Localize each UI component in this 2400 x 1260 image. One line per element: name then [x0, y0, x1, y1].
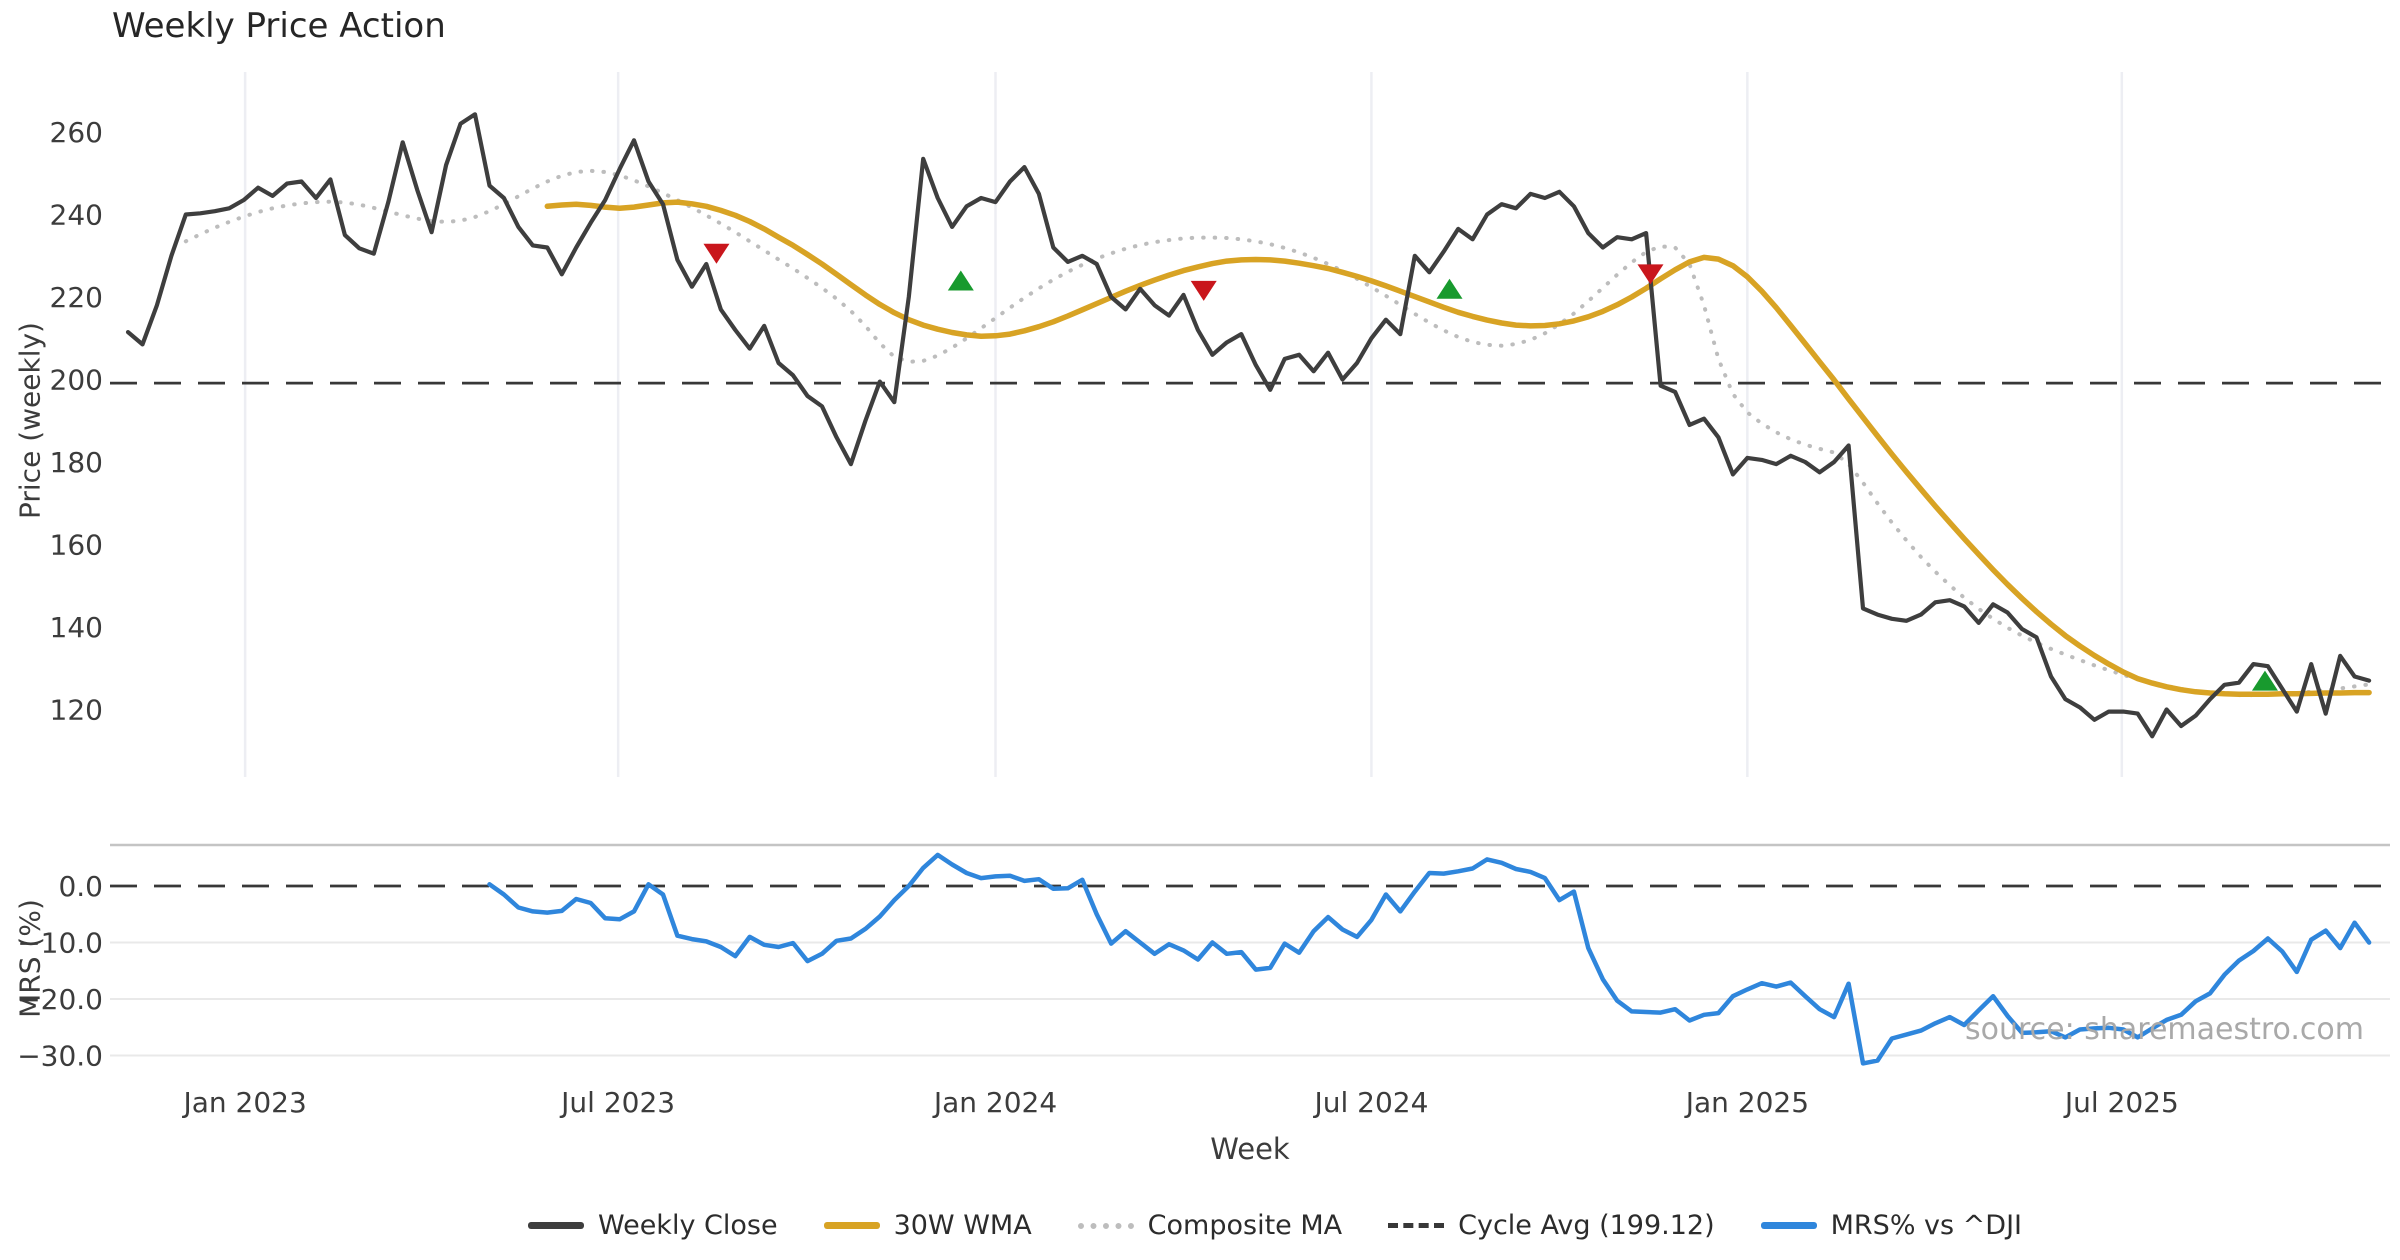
- legend-swatch: [1760, 1222, 1817, 1229]
- price-y-tick-label: 240: [50, 199, 103, 232]
- chart-title: Weekly Price Action: [112, 6, 446, 46]
- watermark: source: sharemaestro.com: [1965, 1012, 2364, 1047]
- legend-label: 30W WMA: [893, 1210, 1032, 1241]
- legend-item-weekly-close: Weekly Close: [527, 1210, 778, 1241]
- x-tick-label: Jan 2024: [932, 1086, 1057, 1119]
- price-y-tick-label: 160: [50, 529, 103, 562]
- x-tick-label: Jul 2025: [2063, 1086, 2179, 1119]
- legend-swatch: [1077, 1222, 1134, 1229]
- legend-label: Weekly Close: [597, 1210, 778, 1241]
- buy-marker: [947, 270, 974, 291]
- price-y-tick-label: 180: [50, 446, 103, 479]
- mrs-y-tick-label: −30.0: [17, 1040, 103, 1073]
- x-tick-label: Jan 2025: [1684, 1086, 1809, 1119]
- price-y-tick-label: 260: [50, 116, 103, 149]
- mrs-line: [487, 852, 2372, 1066]
- x-tick-label: Jul 2024: [1312, 1086, 1428, 1119]
- price-y-tick-label: 220: [50, 281, 103, 314]
- price-y-tick-label: 140: [50, 611, 103, 644]
- legend-swatch: [1388, 1223, 1445, 1228]
- sell-marker: [1637, 264, 1664, 285]
- legend-swatch: [823, 1222, 880, 1229]
- wma30-line: [544, 199, 2372, 697]
- legend-item-cycle-avg-199-12-: Cycle Avg (199.12): [1388, 1210, 1715, 1241]
- x-tick-label: Jan 2023: [181, 1086, 306, 1119]
- price-y-tick-label: 200: [50, 364, 103, 397]
- buy-marker: [1436, 278, 1463, 299]
- weekly-close-line: [125, 112, 2372, 739]
- price-y-tick-label: 120: [50, 694, 103, 727]
- mrs-y-tick-label: −10.0: [17, 927, 103, 960]
- legend-item-mrs-vs-dji: MRS% vs ^DJI: [1760, 1210, 2023, 1241]
- week-axis-label: Week: [1210, 1132, 1290, 1166]
- legend-swatch: [527, 1222, 584, 1229]
- mrs-y-tick-label: 0.0: [58, 870, 103, 903]
- legend-item-composite-ma: Composite MA: [1077, 1210, 1343, 1241]
- composite-ma-line: [183, 168, 2372, 698]
- legend: Weekly Close 30W WMA Composite MA Cycle Avg…: [0, 1210, 2400, 1241]
- mrs-y-tick-label: −20.0: [17, 983, 103, 1016]
- legend-label: Cycle Avg (199.12): [1458, 1210, 1715, 1241]
- x-tick-label: Jul 2023: [559, 1086, 675, 1119]
- buy-marker: [2251, 670, 2278, 691]
- legend-label: MRS% vs ^DJI: [1830, 1210, 2023, 1241]
- legend-item-30w-wma: 30W WMA: [823, 1210, 1032, 1241]
- sell-marker: [1190, 280, 1217, 301]
- sell-marker: [703, 243, 730, 264]
- legend-label: Composite MA: [1147, 1210, 1343, 1241]
